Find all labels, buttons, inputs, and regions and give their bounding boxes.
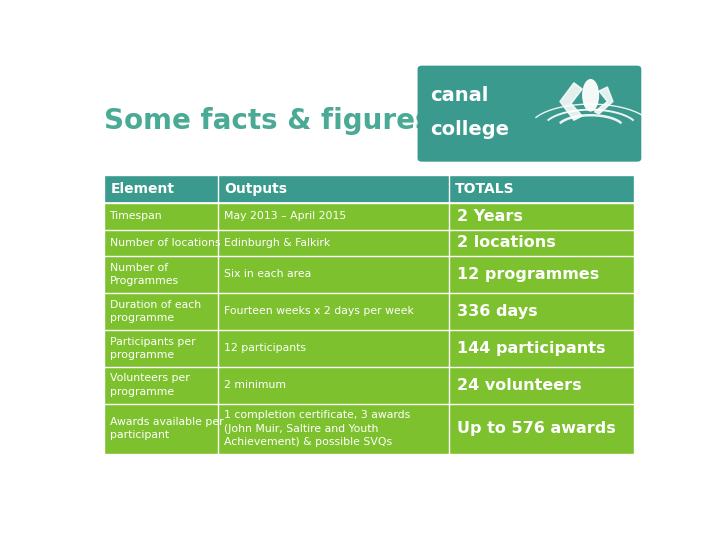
Text: TOTALS: TOTALS (455, 182, 515, 196)
Text: 336 days: 336 days (457, 304, 538, 319)
Bar (104, 203, 634, 230)
Text: Timespan: Timespan (109, 212, 162, 221)
Text: canal: canal (431, 86, 489, 105)
Bar (104, 330, 634, 367)
Text: 2 locations: 2 locations (457, 235, 556, 250)
Text: Edinburgh & Falkirk: Edinburgh & Falkirk (223, 238, 330, 248)
Text: Number of locations: Number of locations (109, 238, 220, 248)
Text: 12 programmes: 12 programmes (457, 267, 599, 282)
Polygon shape (560, 83, 582, 120)
FancyBboxPatch shape (418, 66, 642, 161)
Bar (104, 293, 634, 330)
Text: Volunteers per
programme: Volunteers per programme (109, 374, 189, 397)
Text: Duration of each
programme: Duration of each programme (109, 300, 201, 323)
Text: 144 participants: 144 participants (457, 341, 606, 356)
Bar (104, 230, 634, 256)
Text: Some facts & figures: Some facts & figures (104, 107, 431, 135)
Bar (104, 403, 634, 454)
Text: Outputs: Outputs (225, 182, 287, 196)
Text: May 2013 – April 2015: May 2013 – April 2015 (223, 212, 346, 221)
Bar (104, 175, 634, 203)
Text: Up to 576 awards: Up to 576 awards (457, 421, 616, 436)
Bar (104, 256, 634, 293)
Bar (104, 367, 634, 403)
Text: 2 Years: 2 Years (457, 209, 523, 224)
Polygon shape (595, 87, 613, 114)
Text: Element: Element (111, 182, 175, 196)
Text: Participants per
programme: Participants per programme (109, 336, 195, 360)
Text: college: college (431, 120, 509, 139)
Text: Awards available per
participant: Awards available per participant (109, 417, 223, 440)
Text: Six in each area: Six in each area (223, 269, 311, 279)
Text: 12 participants: 12 participants (223, 343, 305, 353)
Text: Fourteen weeks x 2 days per week: Fourteen weeks x 2 days per week (223, 306, 413, 316)
Text: 24 volunteers: 24 volunteers (457, 377, 582, 393)
Text: 2 minimum: 2 minimum (223, 380, 286, 390)
Ellipse shape (582, 80, 598, 111)
Text: Number of
Programmes: Number of Programmes (109, 263, 179, 286)
Text: 1 completion certificate, 3 awards
(John Muir, Saltire and Youth
Achievement) & : 1 completion certificate, 3 awards (John… (223, 410, 410, 447)
